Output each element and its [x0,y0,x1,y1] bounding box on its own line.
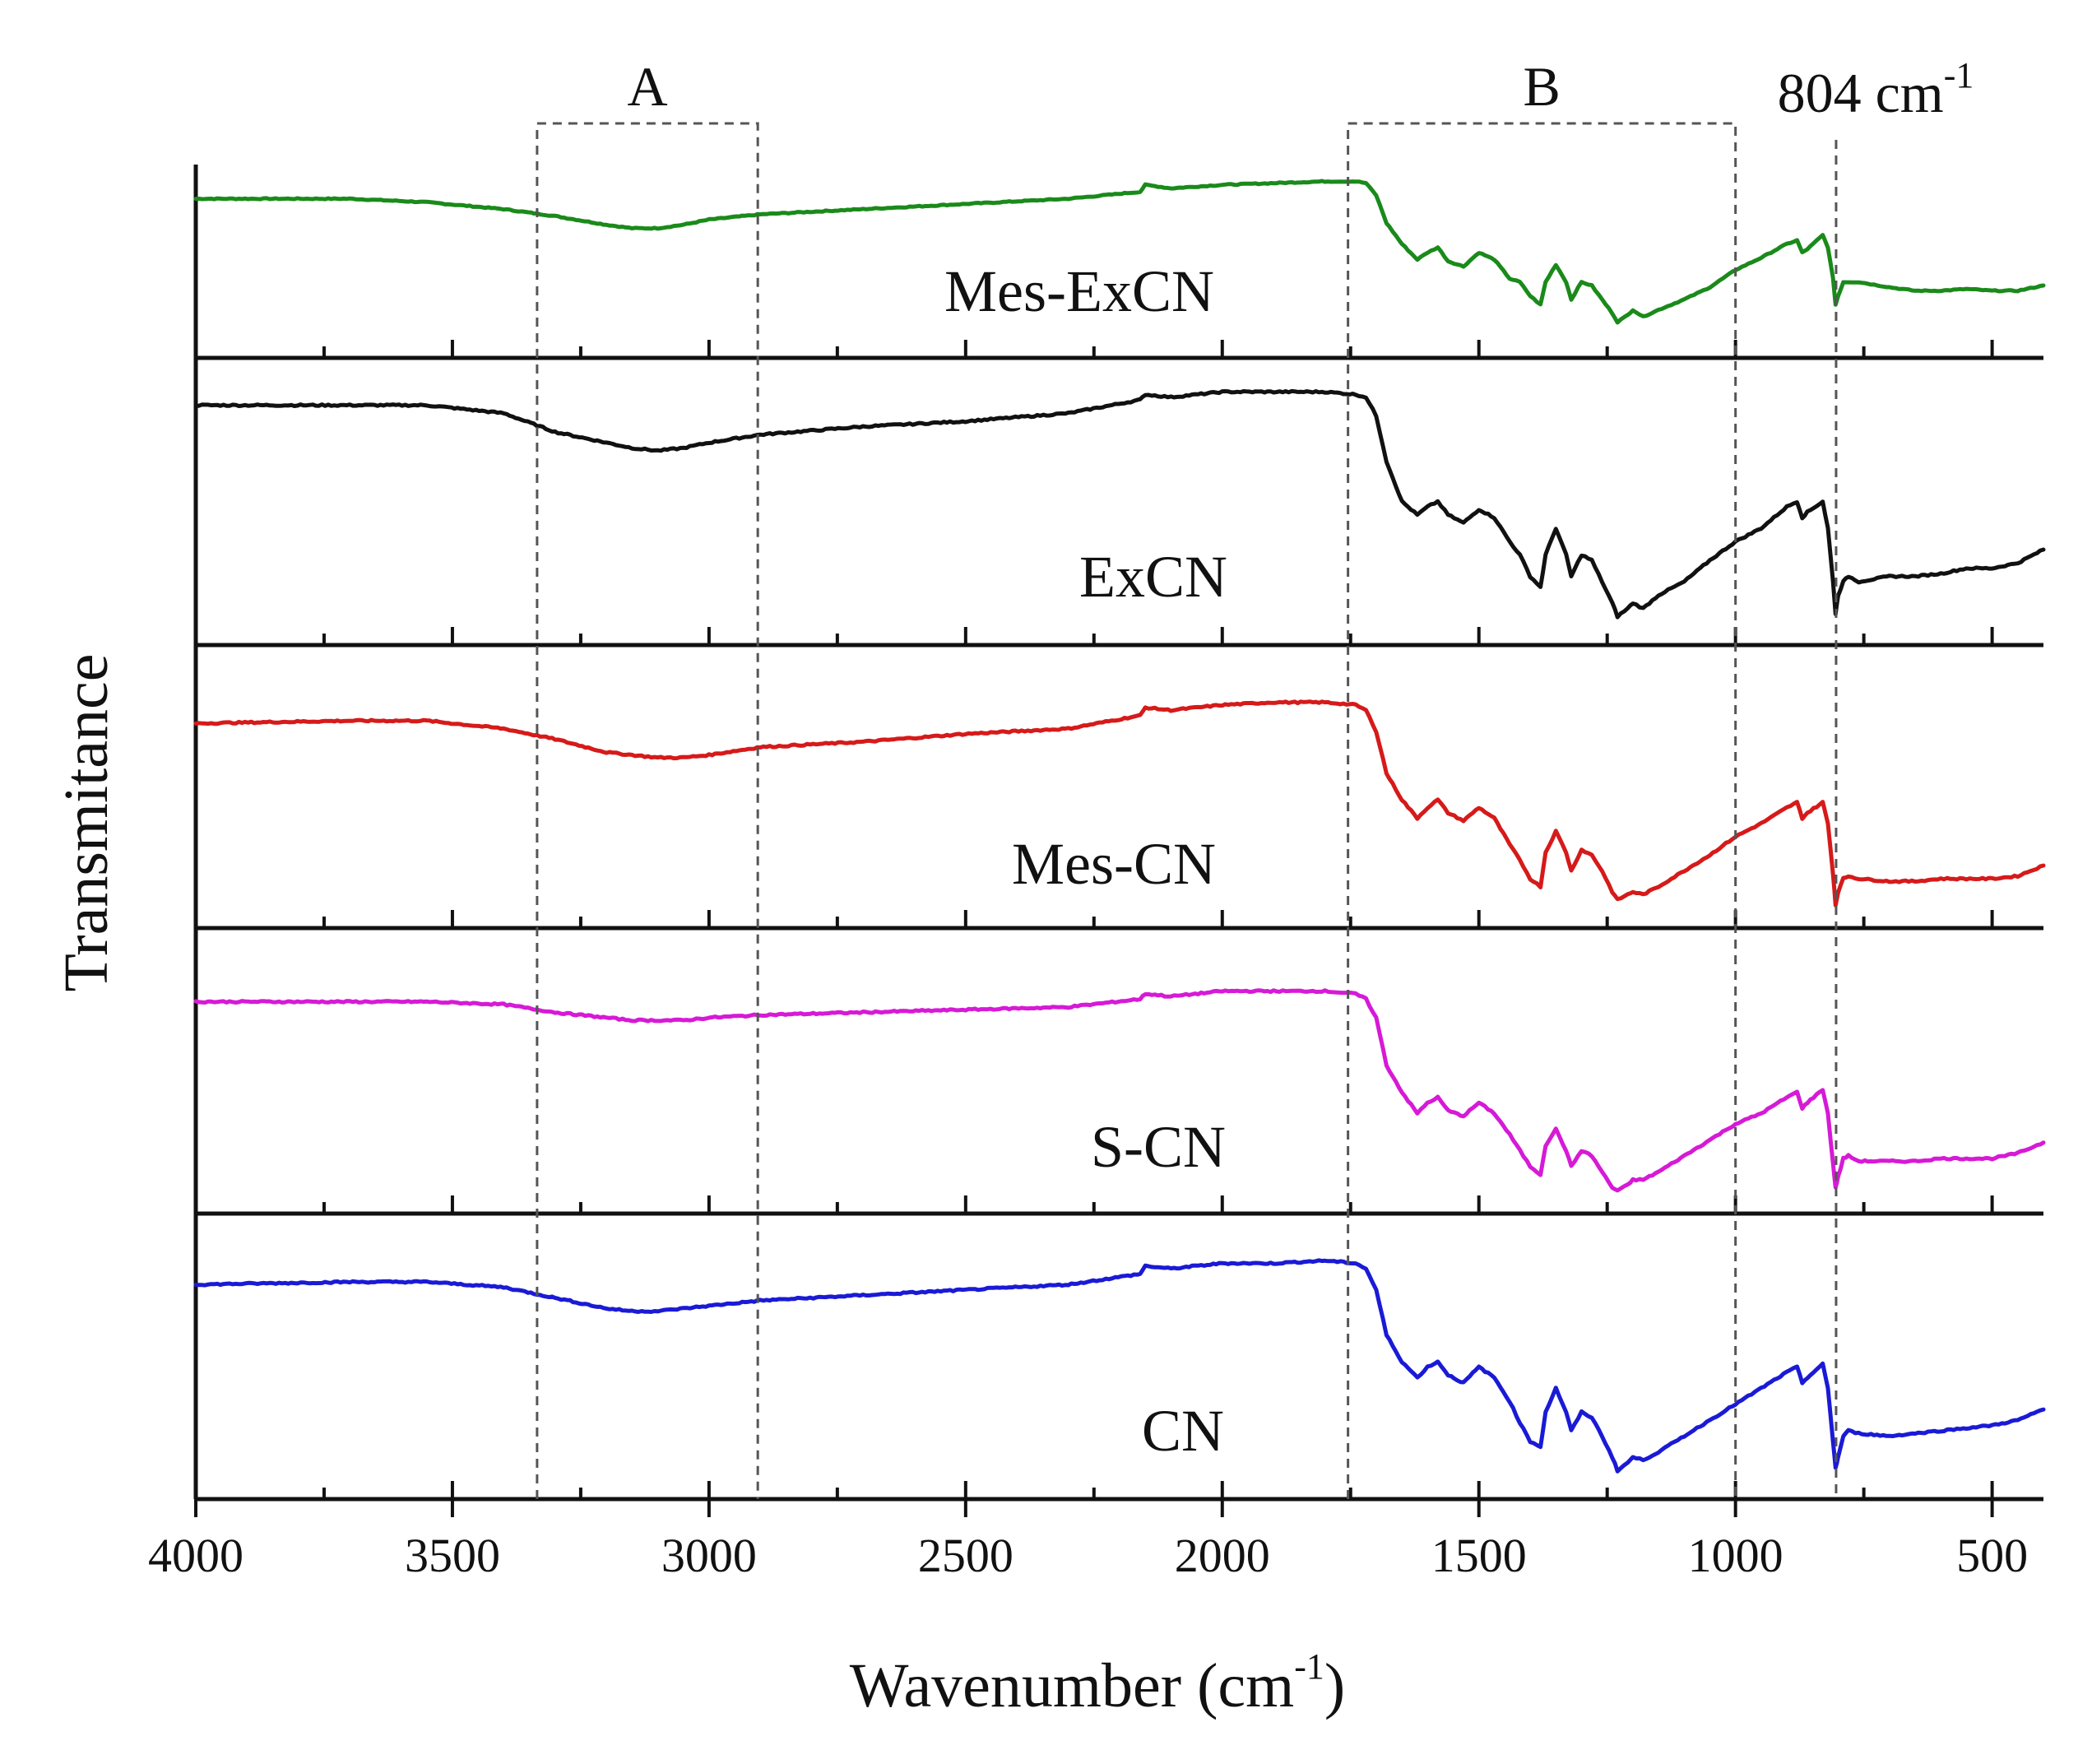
x-tick-label: 2000 [1175,1529,1270,1582]
series-line-mes-cn [193,699,2046,908]
x-tick-label: 3500 [405,1529,500,1582]
region-guides [536,122,1838,1499]
region-box-b [1347,122,1737,1499]
x-tick-label: 3000 [661,1529,757,1582]
series-line-s-cn [193,988,2046,1193]
x-tick-label: 2500 [918,1529,1013,1582]
marker-804-label: 804 cm-1 [1778,55,1974,124]
series-line-mes-excn [193,179,2046,325]
region-label-b: B [1523,55,1560,118]
series-line-cn [193,1258,2046,1474]
x-tick-label: 4000 [148,1529,244,1582]
series-label-cn: CN [1142,1398,1224,1464]
region-label-a: A [627,55,667,118]
series-label-mes-excn: Mes-ExCN [944,258,1214,324]
x-tick-label: 1000 [1688,1529,1783,1582]
y-axis-title: Transmitance [52,654,121,992]
series-line-excn [193,388,2046,620]
series-label-s-cn: S-CN [1091,1114,1226,1180]
series-traces [193,179,2046,1474]
series-label-excn: ExCN [1079,544,1227,610]
x-tick-label: 500 [1956,1529,2028,1582]
x-tick-label: 1500 [1431,1529,1527,1582]
region-box-a [536,122,759,1499]
series-labels: Mes-ExCN ExCN Mes-CN S-CN CN [944,258,1227,1464]
panel-frames [193,165,2043,1502]
series-label-mes-cn: Mes-CN [1012,831,1216,897]
x-axis: 4000 3500 3000 2500 2000 1500 1000 500 [148,1499,2028,1582]
x-axis-title: Wavenumber (cm-1) [850,1646,1345,1720]
